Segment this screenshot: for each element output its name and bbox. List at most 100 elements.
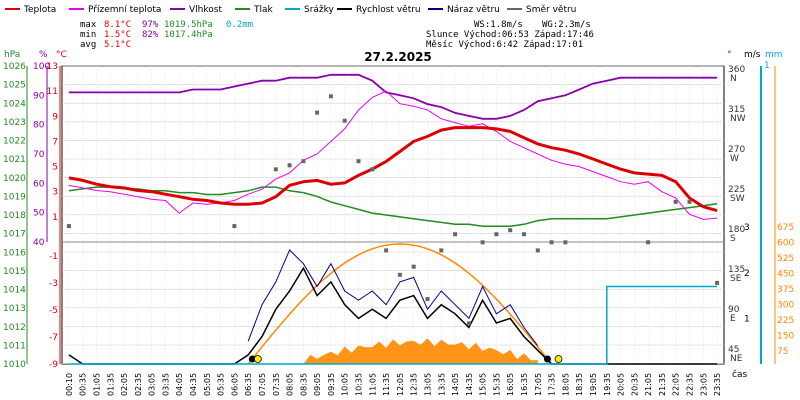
direction-tick-label: S — [730, 234, 736, 244]
time-tick-label: 06:05 — [230, 373, 239, 396]
time-tick-label: 06:35 — [244, 373, 253, 396]
stats-min-hum: 82% — [142, 30, 159, 40]
time-tick-label: 01:35 — [106, 373, 115, 396]
pressure-tick-label: 1015 — [3, 267, 26, 277]
pressure-tick-label: 1010 — [3, 360, 26, 370]
series-tlak — [68, 186, 718, 227]
time-tick-label: 17:05 — [534, 373, 543, 396]
series-naraz-vetru — [247, 249, 539, 347]
stats-max-hum: 97% — [142, 20, 159, 30]
time-tick-label: 11:35 — [382, 373, 391, 396]
legend-label-smer-vetru: Směr větru — [526, 5, 576, 15]
wind-direction-mark — [66, 224, 71, 229]
radiation-tick-label: 150 — [777, 332, 794, 342]
sunset-marker — [554, 355, 563, 363]
temp-tick-label: -5 — [49, 306, 58, 316]
wind-direction-mark — [522, 232, 526, 237]
legend-label-prizemni-teplota: Přízemní teplota — [88, 5, 161, 15]
legend-label-rychlost-vetru: Rychlost větru — [356, 5, 421, 15]
wind-direction-mark — [425, 297, 430, 302]
legend-item-srazky: Srážky — [285, 5, 335, 15]
wind-direction-mark — [673, 199, 678, 204]
time-tick-label: 20:05 — [617, 373, 626, 396]
series-srazky — [68, 285, 718, 365]
pressure-tick-label: 1021 — [3, 155, 26, 165]
unit-cas: čas — [732, 369, 747, 380]
info-sun: Slunce Východ:06:53 Západ:17:46 — [426, 30, 594, 40]
direction-tick-label: NW — [730, 114, 746, 124]
moonset-marker — [543, 355, 551, 363]
time-tick-label: 03:35 — [161, 373, 170, 396]
wind-direction-mark — [273, 167, 278, 172]
info-block: WS:1.8m/s WG:2.3m/s Slunce Východ:06:53 … — [426, 20, 594, 50]
wind-tick-label: 2 — [744, 269, 750, 279]
pressure-tick-label: 1024 — [3, 99, 26, 109]
pressure-tick-label: 1014 — [3, 286, 26, 296]
pressure-tick-label: 1016 — [3, 248, 26, 258]
pressure-tick-label: 1020 — [3, 174, 26, 184]
wind-direction-mark — [397, 272, 402, 277]
time-tick-label: 21:05 — [644, 373, 653, 396]
time-tick-label: 01:05 — [92, 373, 101, 396]
series-teplota — [68, 126, 718, 213]
unit-hpa: hPa — [4, 50, 20, 60]
time-tick-label: 00:35 — [79, 373, 88, 396]
stats-block: max 8.1°C 97% 1019.5hPa 0.2mm min 1.5°C … — [80, 20, 253, 50]
wind-direction-mark — [315, 110, 320, 115]
wind-direction-mark — [480, 240, 485, 245]
direction-tick-label: 360 — [728, 65, 745, 75]
wind-direction-mark — [563, 240, 568, 245]
radiation-fill — [303, 338, 538, 364]
time-tick-label: 10:35 — [355, 373, 364, 396]
wind-direction-mark — [356, 159, 361, 164]
radiation-tick-label: 300 — [777, 301, 794, 311]
legend-label-vlhkost: Vlhkost — [189, 5, 222, 15]
sun-elevation-curve — [247, 243, 553, 365]
time-tick-label: 02:05 — [120, 373, 129, 396]
wind-direction-mark — [342, 118, 347, 123]
wind-tick-label: 1 — [744, 314, 750, 324]
temp-tick-label: 7 — [52, 137, 58, 147]
time-tick-label: 02:35 — [134, 373, 143, 396]
wind-direction-mark — [370, 167, 375, 172]
direction-tick-label: 180 — [728, 225, 745, 235]
legend-item-smer-vetru: Směr větru — [507, 5, 576, 15]
axes: 00:10 00:35 01:05 01:35 02:05 02:35 03:05 03:35… — [3, 61, 794, 396]
humidity-tick-label: 90 — [33, 91, 45, 101]
wind-direction-mark — [494, 232, 499, 237]
info-ws: WS:1.8m/s — [474, 20, 523, 30]
time-tick-label: 22:35 — [686, 373, 695, 396]
info-moon: Měsíc Východ:6:42 Západ:17:01 — [426, 40, 583, 50]
wind-direction-mark — [508, 228, 513, 233]
time-tick-label: 19:05 — [589, 373, 598, 396]
legend-item-vlhkost: Vlhkost — [170, 5, 222, 15]
time-tick-label: 00:10 — [65, 373, 74, 396]
direction-tick-label: 90 — [728, 305, 740, 315]
temp-tick-label: 5 — [52, 163, 58, 173]
radiation-tick-label: 525 — [777, 254, 794, 264]
wind-direction-mark — [646, 240, 651, 245]
time-tick-label: 09:05 — [313, 373, 322, 396]
unit-mm: mm — [765, 50, 783, 60]
pressure-tick-label: 1022 — [3, 137, 26, 147]
time-tick-label: 07:05 — [258, 373, 267, 396]
time-tick-label: 14:05 — [451, 373, 460, 396]
direction-tick-label: 315 — [728, 105, 745, 115]
time-tick-label: 12:05 — [396, 373, 405, 396]
stats-min-press: 1017.4hPa — [164, 30, 213, 40]
temp-tick-label: 3 — [52, 188, 58, 198]
wind-direction-mark — [466, 321, 471, 326]
direction-tick-label: 135 — [728, 265, 745, 275]
legend-label-naraz-vetru: Náraz větru — [447, 5, 500, 15]
pressure-tick-label: 1013 — [3, 304, 26, 314]
humidity-tick-label: 100 — [33, 62, 50, 72]
stats-max-temp: 8.1°C — [104, 20, 131, 30]
rain-tick-label: 1 — [764, 61, 770, 71]
radiation-tick-label: 675 — [777, 223, 794, 233]
time-tick-label: 03:05 — [148, 373, 157, 396]
pressure-tick-label: 1012 — [3, 323, 26, 333]
info-wg: WG:2.3m/s — [542, 20, 591, 30]
time-tick-label: 19:35 — [603, 373, 612, 396]
direction-tick-label: W — [730, 154, 739, 164]
